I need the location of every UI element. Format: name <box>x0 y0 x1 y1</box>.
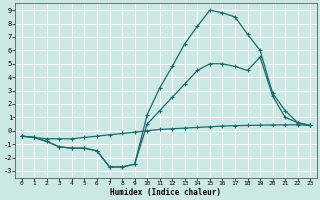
X-axis label: Humidex (Indice chaleur): Humidex (Indice chaleur) <box>110 188 221 197</box>
